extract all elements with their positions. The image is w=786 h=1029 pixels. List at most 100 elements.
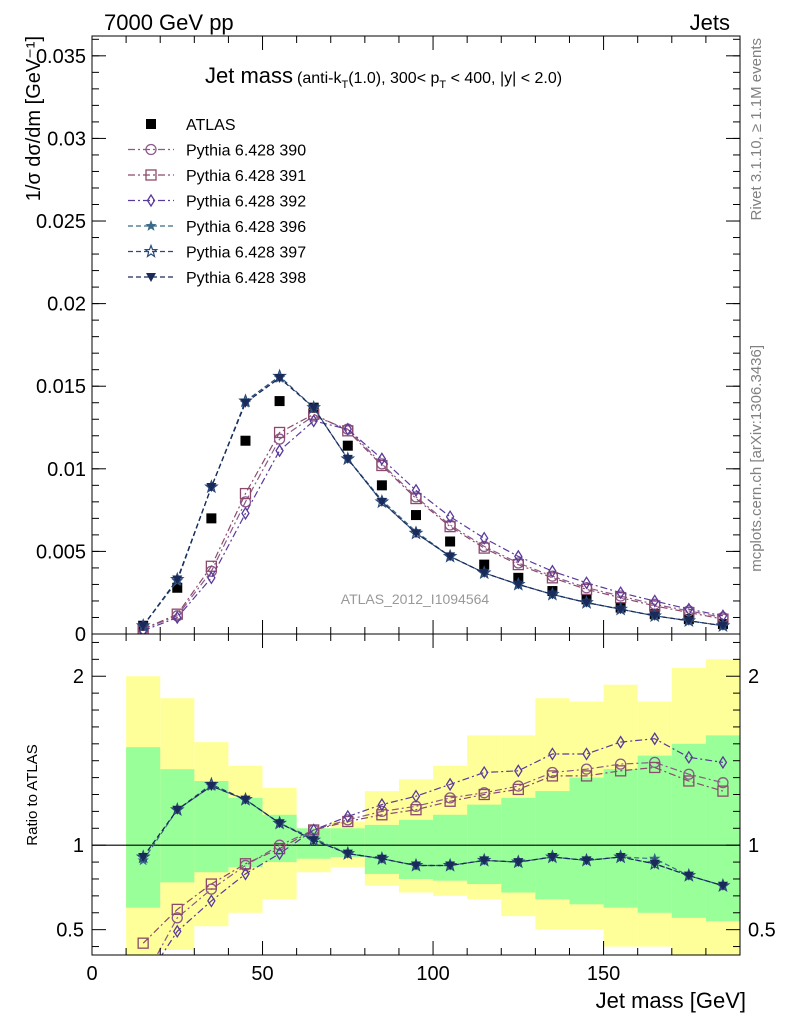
- main-data-point: [172, 575, 183, 585]
- ratio-data-point: [718, 755, 728, 770]
- main-data-point: [479, 559, 490, 570]
- ratio-green-band: [228, 797, 263, 868]
- ratio-data-point: [683, 768, 695, 780]
- main-data-point: [206, 513, 217, 524]
- main-series-line: [142, 377, 723, 627]
- main-data-point: [717, 621, 728, 631]
- ratio-data-point: [717, 881, 728, 891]
- main-data-point: [239, 487, 252, 500]
- ratio-data-point: [546, 770, 559, 782]
- ratio-y-tick-label-right: 0.5: [748, 920, 776, 942]
- main-series-line: [142, 413, 724, 630]
- ratio-data-point: [444, 795, 456, 807]
- legend-entry-pythia-6-428-391: Pythia 6.428 391: [128, 168, 306, 185]
- main-data-point: [411, 483, 421, 497]
- main-data-point: [616, 585, 625, 600]
- ratio-data-point: [649, 859, 660, 869]
- main-data-point: [479, 568, 490, 578]
- main-data-point: [649, 611, 660, 621]
- legend-label: Pythia 6.428 391: [186, 168, 306, 185]
- ratio-data-point: [207, 894, 216, 908]
- ratio-data-point: [717, 777, 729, 789]
- legend-entry-pythia-6-428-392: Pythia 6.428 392: [128, 194, 306, 211]
- ratio-data-point: [649, 761, 661, 774]
- ratio-series-line: [142, 785, 724, 887]
- chart-title: Jet mass (anti-kT(1.0), 300< pT < 400, |y…: [205, 63, 562, 91]
- main-series-line: [142, 415, 724, 630]
- main-data-point: [377, 452, 387, 466]
- ratio-data-point: [683, 871, 694, 881]
- legend-marker: [145, 169, 157, 181]
- legend-entry-pythia-6-428-396: Pythia 6.428 396: [128, 219, 306, 236]
- chart-title-main: Jet mass: [205, 63, 293, 88]
- legend-label: ATLAS: [186, 117, 236, 134]
- ratio-green-band: [637, 755, 672, 913]
- rivet-version-label: Rivet 3.1.10, ≥ 1.1M events: [748, 38, 765, 221]
- legend-marker: [143, 243, 159, 258]
- chart-title-sub-0: (anti-k: [297, 70, 342, 87]
- ratio-data-point: [205, 878, 218, 890]
- main-panel-series: [135, 368, 731, 634]
- ratio-data-point: [138, 853, 149, 863]
- ratio-panel-series: [135, 732, 731, 955]
- ratio-data-point: [342, 849, 353, 859]
- main-data-point: [581, 598, 592, 608]
- main-y-tick-label: 0.03: [47, 128, 86, 150]
- ratio-data-point: [650, 732, 660, 746]
- chart-title-sub-1: T: [341, 79, 348, 91]
- main-data-point: [342, 440, 353, 451]
- header-left-label: 7000 GeV pp: [104, 10, 234, 35]
- main-data-point: [274, 373, 285, 383]
- main-data-point: [650, 594, 660, 608]
- chart-title-sub-4: < 400, |y| < 2.0): [446, 70, 562, 87]
- ratio-y-tick-label-right: 2: [748, 666, 759, 688]
- main-data-point: [582, 576, 591, 590]
- ratio-data-point: [445, 861, 456, 871]
- ratio-y-axis-label: Ratio to ATLAS: [24, 744, 41, 845]
- ratio-y-tick-label-right: 1: [748, 835, 759, 857]
- ratio-y-tick-label: 2: [73, 666, 84, 688]
- ratio-data-point: [548, 747, 557, 761]
- ratio-green-band: [160, 769, 195, 883]
- ratio-band-area: [92, 659, 740, 955]
- main-data-point: [547, 590, 558, 600]
- ratio-green-band: [671, 743, 706, 918]
- ratio-data-point: [717, 785, 729, 797]
- ratio-series-line: [142, 785, 724, 887]
- x-axis-label: Jet mass [GeV]: [596, 988, 746, 1013]
- main-data-point: [445, 536, 456, 547]
- main-data-point: [138, 621, 149, 631]
- ratio-series-line: [156, 761, 724, 955]
- ratio-data-point: [172, 924, 182, 939]
- main-data-point: [512, 558, 524, 571]
- ratio-data-point: [137, 937, 149, 949]
- main-data-point: [172, 610, 182, 625]
- ratio-y-tick-label: 1: [73, 835, 84, 857]
- ratio-data-point: [206, 782, 217, 792]
- legend-marker: [146, 119, 156, 129]
- main-y-tick-label: 0.025: [36, 211, 86, 233]
- legend-entry-pythia-6-428-390: Pythia 6.428 390: [128, 143, 306, 160]
- legend-marker: [145, 143, 157, 156]
- main-data-point: [615, 605, 626, 615]
- ratio-data-point: [275, 846, 284, 861]
- main-data-point: [479, 531, 489, 545]
- main-data-point: [207, 571, 216, 585]
- main-y-axis-label: 1/σ dσ/dm [GeV⁻¹]: [23, 36, 45, 201]
- legend-entry-atlas: ATLAS: [146, 117, 236, 134]
- ratio-data-point: [171, 903, 183, 916]
- main-data-point: [376, 480, 387, 491]
- ratio-data-point: [241, 867, 250, 881]
- main-panel-axes: 0 0.005 0.01 0.015 0.02 0.025 0.03 0.035: [36, 35, 741, 646]
- ratio-data-point: [171, 912, 183, 924]
- ratio-data-point: [614, 765, 627, 777]
- ratio-data-point: [615, 853, 626, 863]
- ratio-data-point: [377, 797, 387, 812]
- ratio-data-point: [274, 819, 285, 829]
- main-data-point: [445, 510, 455, 524]
- main-series-line: [142, 420, 724, 632]
- main-y-tick-label: 0.02: [47, 294, 86, 316]
- main-data-point: [275, 443, 284, 458]
- main-y-tick-label: 0.015: [36, 376, 86, 398]
